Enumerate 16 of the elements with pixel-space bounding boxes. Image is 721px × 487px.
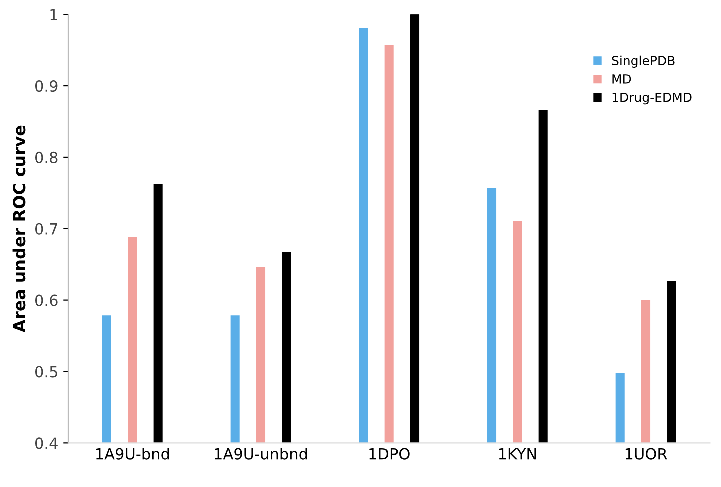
legend-label: 1Drug-EDMD <box>612 92 692 105</box>
y-tick-label: 0.9 <box>35 80 58 92</box>
legend-label: MD <box>612 74 632 84</box>
x-tick-label: 1KYN <box>499 448 536 460</box>
y-tick-label: 0.5 <box>35 366 58 378</box>
legend-label: SinglePDB <box>612 56 675 68</box>
y-tick-label: 0.6 <box>35 294 58 306</box>
y-tick-label: 1 <box>50 9 58 20</box>
y-axis-title: Area under ROC curve <box>12 126 26 333</box>
y-tick-label: 0.7 <box>35 223 58 235</box>
x-tick-label: 1DPO <box>370 448 410 460</box>
x-tick-label: 1A9U-unbnd <box>215 448 308 460</box>
x-tick-label: 1A9U-bnd <box>96 448 170 460</box>
y-tick-label: 0.8 <box>35 152 58 164</box>
y-tick-label: 0.4 <box>35 438 58 450</box>
x-tick-label: 1UOR <box>626 448 668 460</box>
